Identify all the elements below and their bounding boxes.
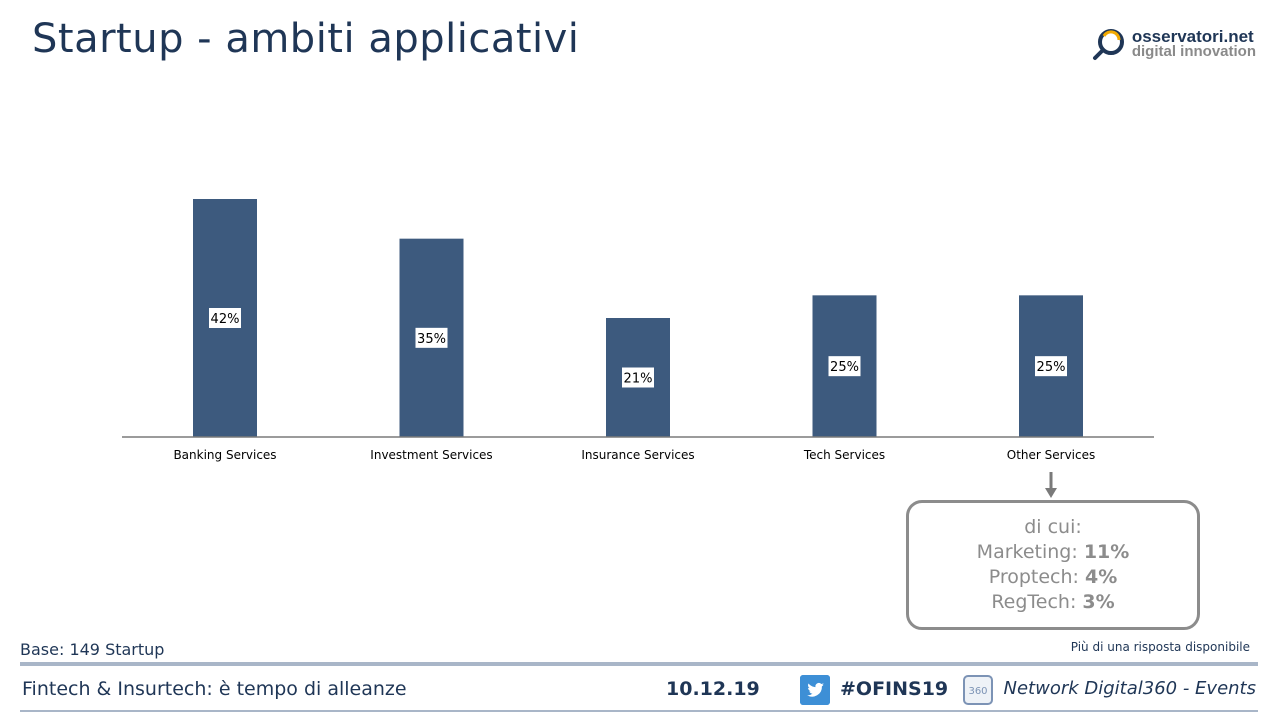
svg-text:360: 360 bbox=[968, 686, 987, 697]
data-label-background bbox=[209, 308, 241, 328]
footer-divider-top bbox=[20, 662, 1258, 666]
callout-item-value: 3% bbox=[1082, 591, 1115, 613]
callout-item-name: Marketing: bbox=[976, 541, 1078, 563]
data-label: 25% bbox=[1037, 360, 1066, 375]
footer-event-title: Fintech & Insurtech: è tempo di alleanze bbox=[22, 678, 407, 700]
callout-item-proptech: Proptech: 4% bbox=[909, 565, 1197, 590]
callout-item-name: Proptech: bbox=[988, 566, 1079, 588]
logo-line-2: digital innovation bbox=[1131, 43, 1256, 60]
category-label: Investment Services bbox=[370, 448, 492, 462]
base-note: Base: 149 Startup bbox=[20, 640, 165, 659]
category-label: Banking Services bbox=[173, 448, 276, 462]
footer-date: 10.12.19 bbox=[666, 678, 760, 700]
magnifier-logo-icon bbox=[1092, 29, 1124, 60]
callout-item-name: RegTech: bbox=[991, 591, 1077, 613]
footer-divider-bottom bbox=[20, 710, 1258, 712]
response-note: Più di una risposta disponibile bbox=[1070, 640, 1250, 654]
category-label: Other Services bbox=[1007, 448, 1096, 462]
logo-line-1: osservatori.net bbox=[1131, 27, 1254, 46]
arrow-down-icon bbox=[1045, 472, 1057, 498]
osservatori-logo: osservatori.net digital innovation bbox=[1092, 24, 1256, 64]
category-label: Insurance Services bbox=[581, 448, 694, 462]
callout-item-value: 11% bbox=[1083, 541, 1130, 563]
other-services-breakdown: di cui: Marketing: 11% Proptech: 4% RegT… bbox=[906, 500, 1200, 630]
callout-heading: di cui: bbox=[1024, 516, 1082, 538]
data-label: 42% bbox=[211, 312, 240, 327]
data-label: 35% bbox=[417, 332, 446, 347]
callout-item-regtech: RegTech: 3% bbox=[909, 590, 1197, 615]
data-label: 21% bbox=[624, 372, 653, 387]
footer-network: Network Digital360 - Events bbox=[1003, 678, 1257, 699]
twitter-icon bbox=[800, 675, 830, 705]
digital360-logo-icon: 360 bbox=[963, 675, 993, 705]
data-label-background bbox=[622, 367, 654, 388]
data-label-background bbox=[1035, 356, 1067, 377]
data-label-background bbox=[415, 327, 448, 348]
data-label: 25% bbox=[830, 360, 859, 375]
category-label: Tech Services bbox=[803, 448, 885, 462]
footer-hashtag: #OFINS19 bbox=[840, 678, 949, 700]
data-label-background bbox=[828, 356, 861, 377]
page-title: Startup - ambiti applicativi bbox=[32, 16, 580, 62]
callout-item-marketing: Marketing: 11% bbox=[909, 540, 1197, 565]
callout-item-value: 4% bbox=[1085, 566, 1118, 588]
bar-chart: 42% Banking Services 35% Investment Service… bbox=[122, 199, 1154, 462]
